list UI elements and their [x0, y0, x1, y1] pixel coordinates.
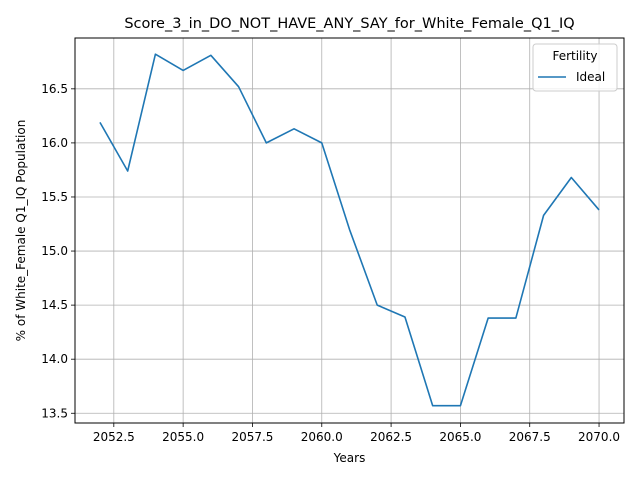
y-tick-label: 16.5	[41, 82, 68, 96]
x-tick-label: 2070.0	[578, 430, 620, 444]
x-tick-label: 2065.0	[439, 430, 481, 444]
y-tick-label: 16.0	[41, 136, 68, 150]
x-tick-label: 2062.5	[370, 430, 412, 444]
legend-box	[532, 43, 618, 92]
legend-entry-label: Ideal	[576, 70, 605, 84]
series-line-ideal	[99, 53, 600, 407]
y-axis: 13.5 14.0 14.5 15.0 15.5 16.0 16.5	[41, 82, 75, 420]
x-tick-label: 2060.0	[301, 430, 343, 444]
chart-title: Score_3_in_DO_NOT_HAVE_ANY_SAY_for_White…	[124, 16, 574, 32]
x-tick-label: 2052.5	[93, 430, 135, 444]
x-axis: 2052.5 2055.0 2057.5 2060.0 2062.5 2065.0 2067…	[93, 423, 620, 444]
legend-title: Fertility	[552, 49, 597, 63]
grid-lines	[75, 38, 624, 423]
x-tick-label: 2067.5	[509, 430, 551, 444]
x-axis-label: Years	[333, 451, 366, 465]
y-tick-label: 14.0	[41, 352, 68, 366]
y-axis-label: % of White_Female Q1_IQ Population	[14, 120, 28, 342]
y-tick-label: 15.0	[41, 244, 68, 258]
legend: Fertility Ideal	[532, 43, 618, 92]
y-tick-label: 15.5	[41, 190, 68, 204]
series-layer	[99, 53, 600, 407]
x-tick-label: 2055.0	[162, 430, 204, 444]
y-tick-label: 14.5	[41, 298, 68, 312]
y-tick-label: 13.5	[41, 406, 68, 420]
plot-area-frame	[74, 37, 625, 424]
x-tick-label: 2057.5	[231, 430, 273, 444]
